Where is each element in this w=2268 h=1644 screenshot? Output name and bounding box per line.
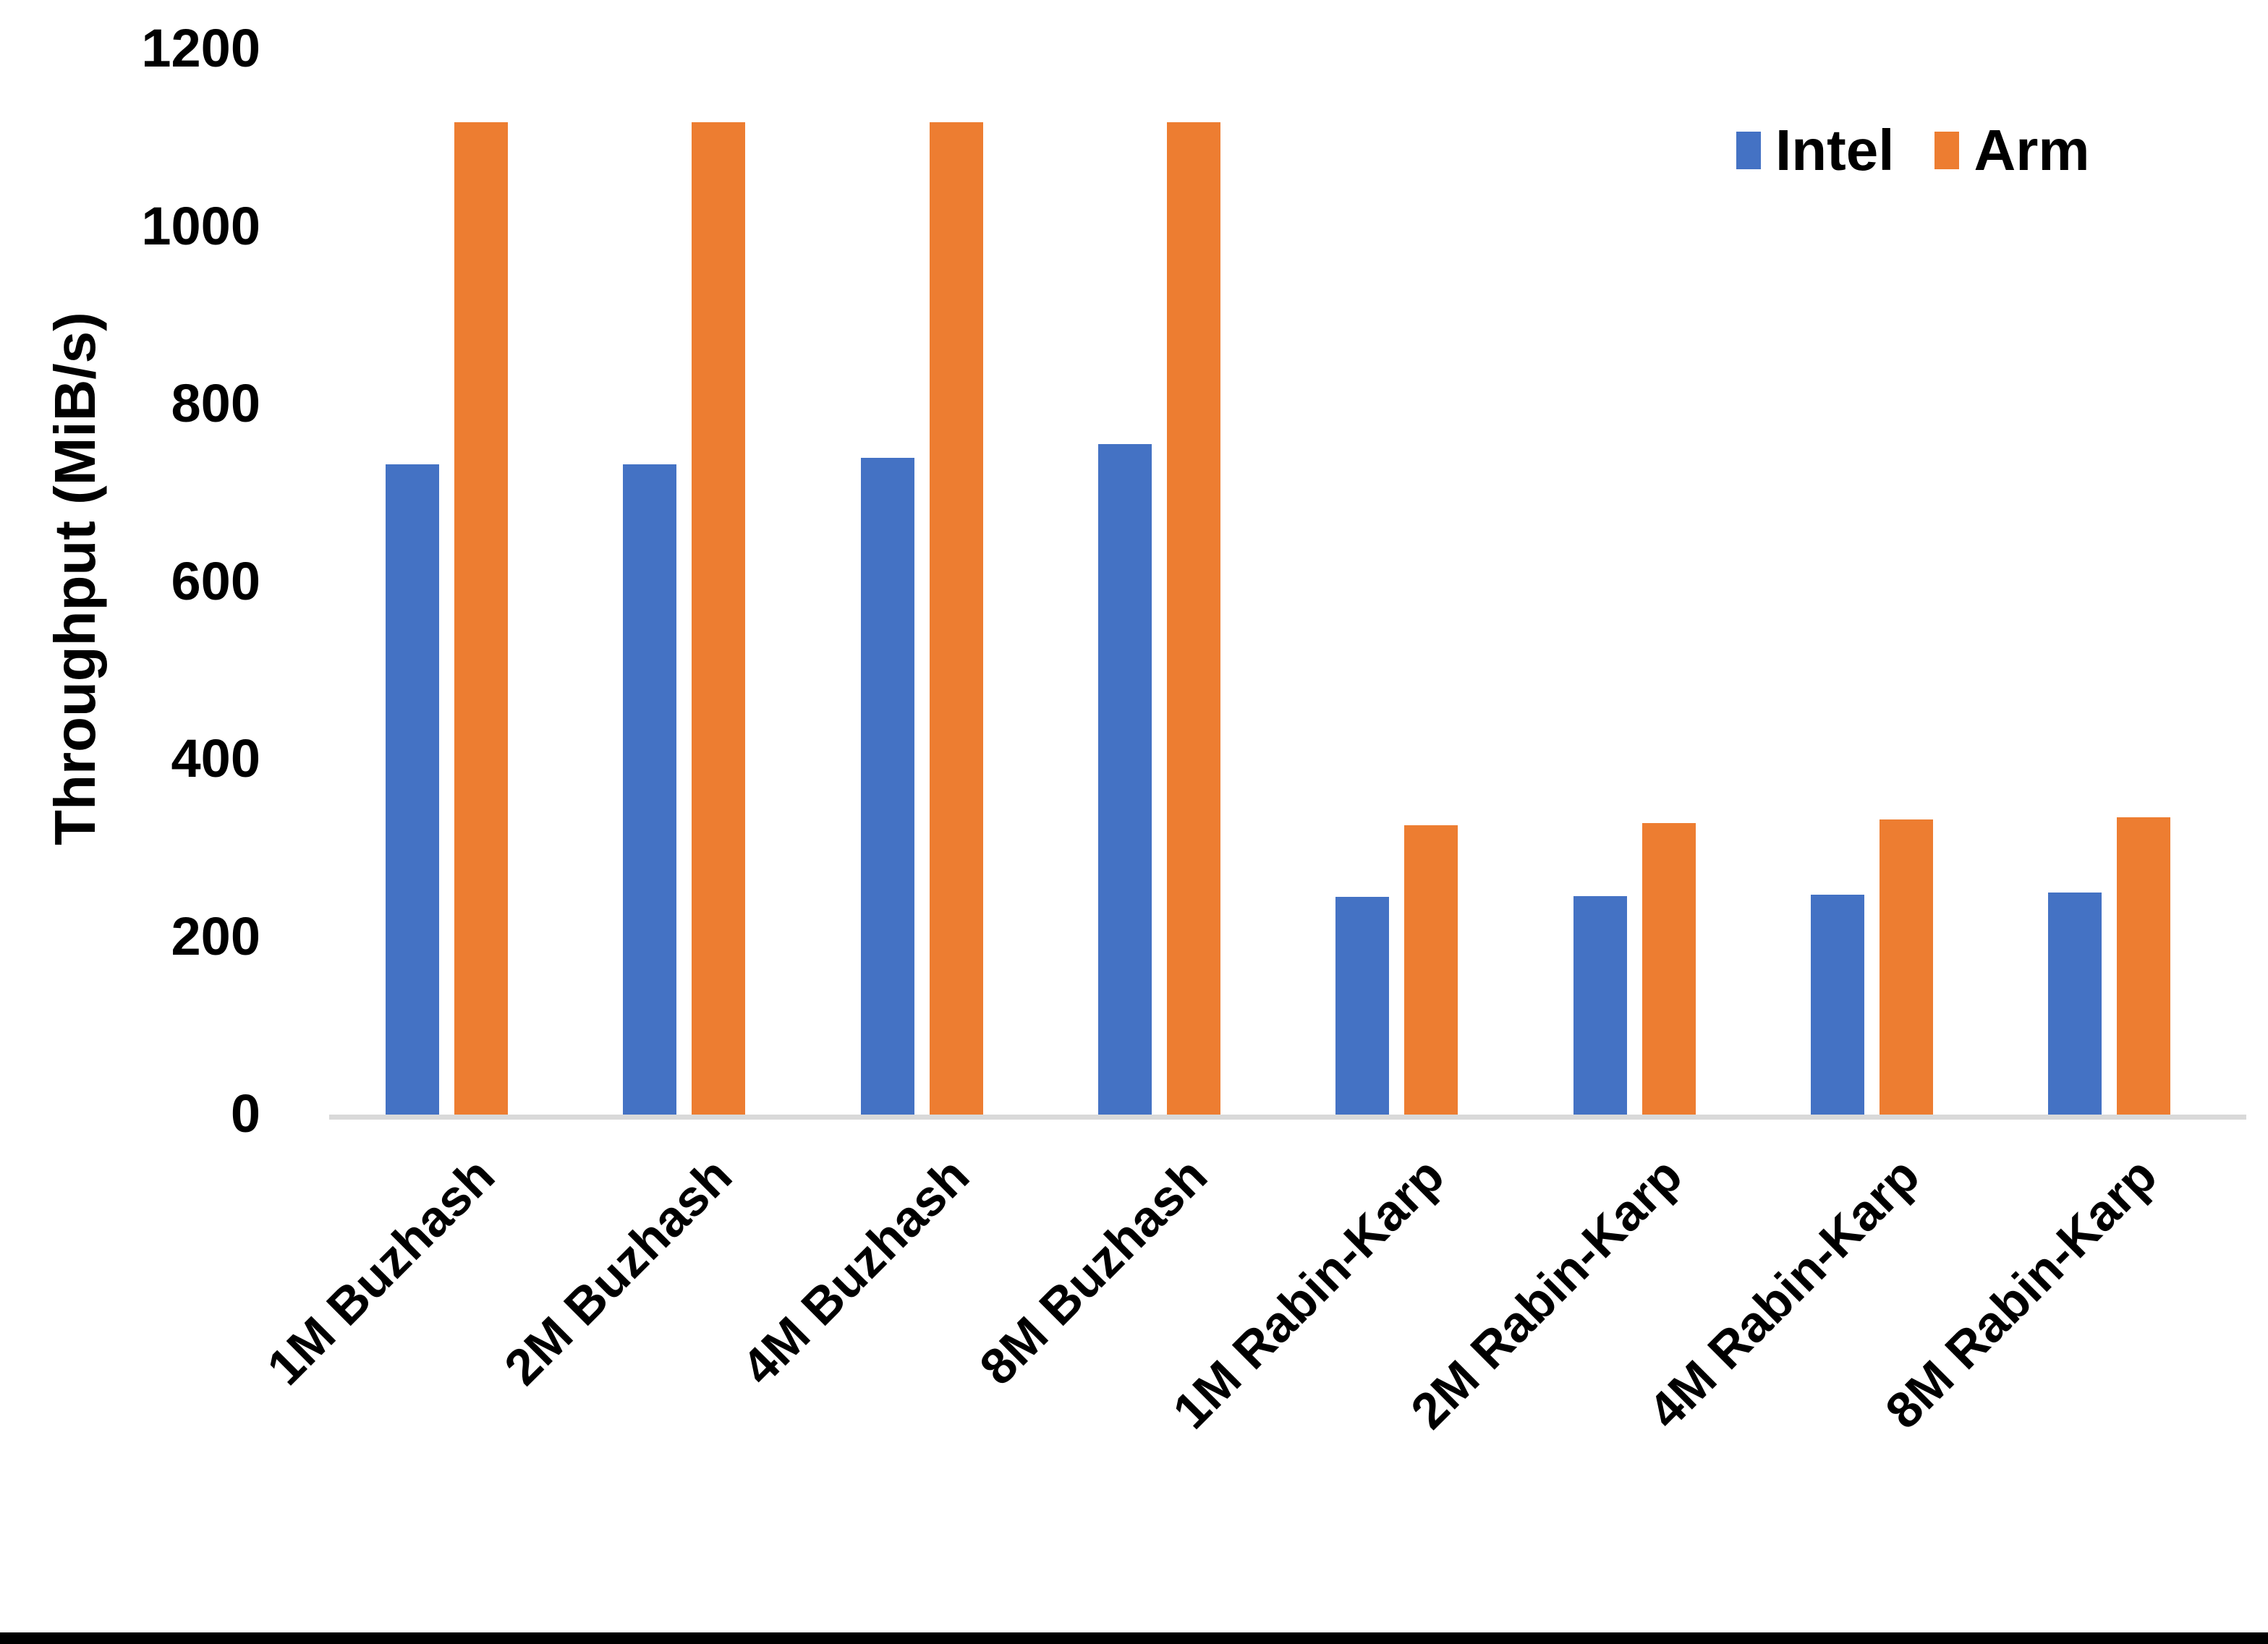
y-tick-label-1000: 1000 bbox=[141, 195, 260, 256]
bar-intel-2m-rabin-karp bbox=[1573, 896, 1627, 1115]
x-label-8m-buzhash: 8M Buzhash bbox=[968, 1146, 1218, 1396]
x-axis-line bbox=[329, 1115, 2246, 1120]
x-label-1m-buzhash: 1M Buzhash bbox=[255, 1146, 505, 1396]
bar-intel-8m-rabin-karp bbox=[2048, 893, 2102, 1115]
x-label-4m-buzhash: 4M Buzhash bbox=[731, 1146, 980, 1396]
bar-arm-1m-buzhash bbox=[454, 122, 508, 1115]
legend-label-intel: Intel bbox=[1775, 118, 1895, 182]
bar-intel-4m-rabin-karp bbox=[1810, 894, 1864, 1115]
legend-label-arm: Arm bbox=[1974, 118, 2090, 182]
bar-intel-8m-buzhash bbox=[1097, 444, 1152, 1115]
legend-item-intel: Intel bbox=[1736, 122, 1894, 179]
bar-arm-1m-rabin-karp bbox=[1404, 825, 1458, 1115]
y-tick-label-800: 800 bbox=[171, 372, 260, 433]
legend-item-arm: Arm bbox=[1934, 118, 2090, 182]
y-tick-label-0: 0 bbox=[230, 1083, 260, 1143]
bar-intel-1m-rabin-karp bbox=[1335, 897, 1390, 1115]
bar-arm-4m-buzhash bbox=[929, 122, 983, 1115]
legend: Intel Arm bbox=[1736, 116, 2090, 185]
bar-arm-4m-rabin-karp bbox=[1879, 819, 1933, 1115]
bar-intel-4m-buzhash bbox=[860, 457, 914, 1115]
y-tick-label-400: 400 bbox=[171, 728, 260, 788]
bar-arm-2m-rabin-karp bbox=[1641, 823, 1696, 1115]
arm-series-swatch bbox=[1934, 132, 1960, 169]
x-label-2m-buzhash: 2M Buzhash bbox=[493, 1146, 743, 1396]
intel-series-swatch bbox=[1736, 132, 1761, 169]
bar-arm-8m-buzhash bbox=[1166, 122, 1220, 1115]
y-tick-label-200: 200 bbox=[171, 906, 260, 966]
y-tick-label-1200: 1200 bbox=[141, 17, 260, 78]
bar-arm-2m-buzhash bbox=[692, 122, 746, 1115]
bar-arm-8m-rabin-karp bbox=[2117, 817, 2171, 1115]
y-tick-label-600: 600 bbox=[171, 550, 260, 611]
bottom-rule bbox=[0, 1632, 2268, 1644]
bar-intel-2m-buzhash bbox=[623, 464, 677, 1115]
bar-intel-1m-buzhash bbox=[386, 464, 439, 1115]
